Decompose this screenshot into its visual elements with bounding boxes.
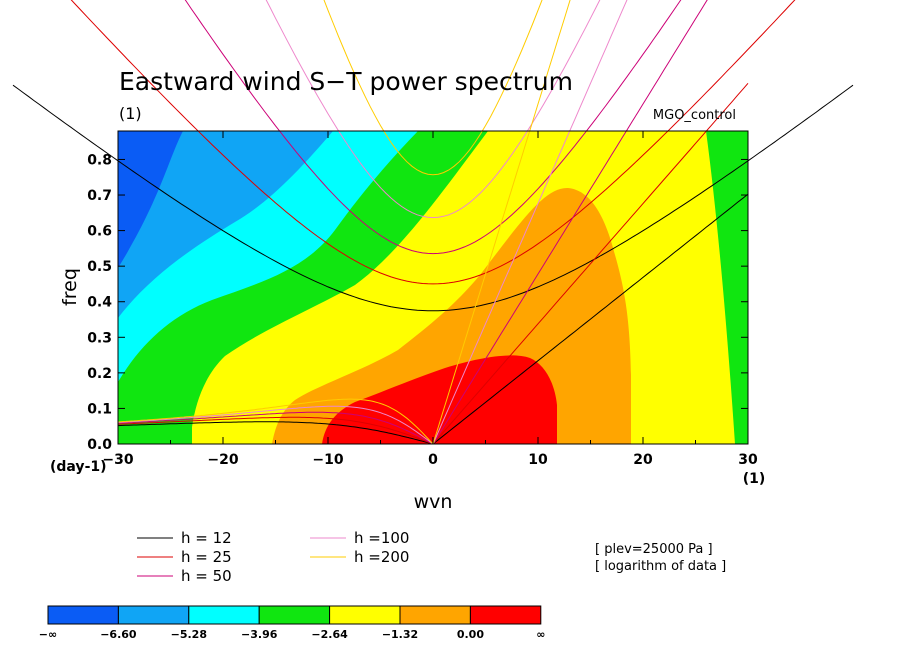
kelvin-curve-25: [432, 82, 749, 444]
colorbar-swatch: [329, 605, 401, 625]
colorbar-swatch: [258, 605, 331, 625]
colorbar-label: ∞: [536, 628, 545, 641]
rossby-curve-100: [117, 405, 434, 444]
colorbar-label: −1.32: [382, 628, 418, 641]
dispersion-curves: [12, 0, 854, 444]
colorbar-swatch: [47, 605, 119, 625]
y-tick-label: 0.2: [87, 366, 112, 382]
kelvin-curve-50: [432, 0, 708, 444]
y-tick-label: 0.5: [87, 259, 112, 275]
legend-entry: h = 12: [181, 529, 232, 547]
rossby-curve-50: [117, 411, 434, 444]
subtitle-right: MGO_control: [653, 108, 736, 123]
colorbar-label: 0.00: [457, 628, 484, 641]
rossby-curve-25: [117, 416, 434, 444]
x-unit-label: (1): [743, 471, 766, 487]
rossby-curve-12: [117, 421, 434, 444]
fill-level-7: [322, 355, 557, 444]
kelvin-curve-100: [432, 0, 628, 444]
y-tick-label: 0.0: [87, 437, 112, 453]
x-tick-label: −20: [207, 452, 238, 468]
colorbar-swatch: [188, 605, 260, 625]
y-tick-label: 0.1: [87, 401, 112, 417]
ig-curve-100: [265, 0, 601, 219]
x-tick-label: 30: [738, 452, 758, 468]
annotation-log: [ logarithm of data ]: [595, 559, 726, 574]
annotation-plev: [ plev=25000 Pa ]: [595, 542, 713, 557]
colorbar-label: −5.28: [171, 628, 207, 641]
colorbar-label: −2.64: [311, 628, 348, 641]
y-tick-label: 0.4: [87, 295, 112, 311]
x-tick-label: −30: [102, 452, 133, 468]
y-tick-label: 0.3: [87, 330, 112, 346]
colorbar-swatch: [399, 605, 471, 625]
kelvin-curve-200: [432, 0, 571, 444]
y-tick-label: 0.7: [87, 188, 112, 204]
fill-level-4: [118, 131, 183, 268]
legend-entry: h = 25: [181, 548, 232, 566]
legend-entry: h = 50: [181, 567, 232, 585]
ig-curve-12: [12, 84, 854, 312]
subtitle-left: (1): [119, 104, 142, 123]
colorbar-label: −∞: [39, 628, 57, 641]
colorbar-label: −3.96: [241, 628, 278, 641]
ig-curve-50: [184, 0, 682, 255]
colorbar-swatch: [469, 605, 542, 625]
y-tick-label: 0.6: [87, 224, 112, 240]
x-tick-label: −10: [312, 452, 343, 468]
legend-entry: h =100: [354, 529, 409, 547]
ig-curve-25: [70, 0, 796, 285]
x-tick-label: 10: [528, 452, 548, 468]
contour-fill: [118, 131, 748, 444]
kelvin-curve-12: [432, 193, 749, 444]
legend-entry: h =200: [354, 548, 409, 566]
x-axis-label: wvn: [414, 491, 453, 513]
colorbar: −∞ −6.60 −5.28 −3.96 −2.64 −1.32 0.00 ∞: [39, 605, 545, 641]
colorbar-label: −6.60: [100, 628, 137, 641]
rossby-curve-200: [117, 398, 434, 444]
x-tick-label: 0: [428, 452, 438, 468]
fill-level-3: [118, 131, 333, 318]
colorbar-swatch: [117, 605, 190, 625]
y-unit-label: (day-1): [50, 459, 107, 475]
ig-curve-200: [323, 0, 543, 176]
chart-title: Eastward wind S−T power spectrum: [119, 67, 573, 96]
x-tick-label: 20: [633, 452, 653, 468]
y-tick-label: 0.8: [87, 152, 112, 168]
y-axis-label: freq: [59, 268, 81, 306]
axes: −30 −20 −10 0 10 20 30 0.0 0.1 0.2 0.3 0.4 0.5 0.6 0.7…: [87, 131, 758, 468]
